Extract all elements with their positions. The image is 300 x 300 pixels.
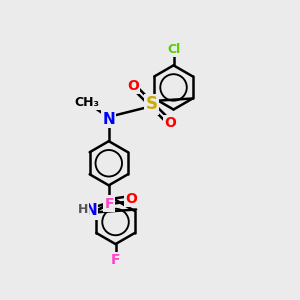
Text: O: O — [164, 116, 176, 130]
Text: O: O — [127, 79, 139, 93]
Text: N: N — [102, 112, 115, 127]
Text: H: H — [78, 203, 88, 216]
Text: S: S — [146, 95, 158, 113]
Text: Cl: Cl — [167, 43, 180, 56]
Text: F: F — [111, 253, 120, 267]
Text: F: F — [104, 196, 114, 211]
Text: N: N — [84, 203, 97, 218]
Text: CH₃: CH₃ — [74, 96, 99, 110]
Text: O: O — [125, 192, 137, 206]
